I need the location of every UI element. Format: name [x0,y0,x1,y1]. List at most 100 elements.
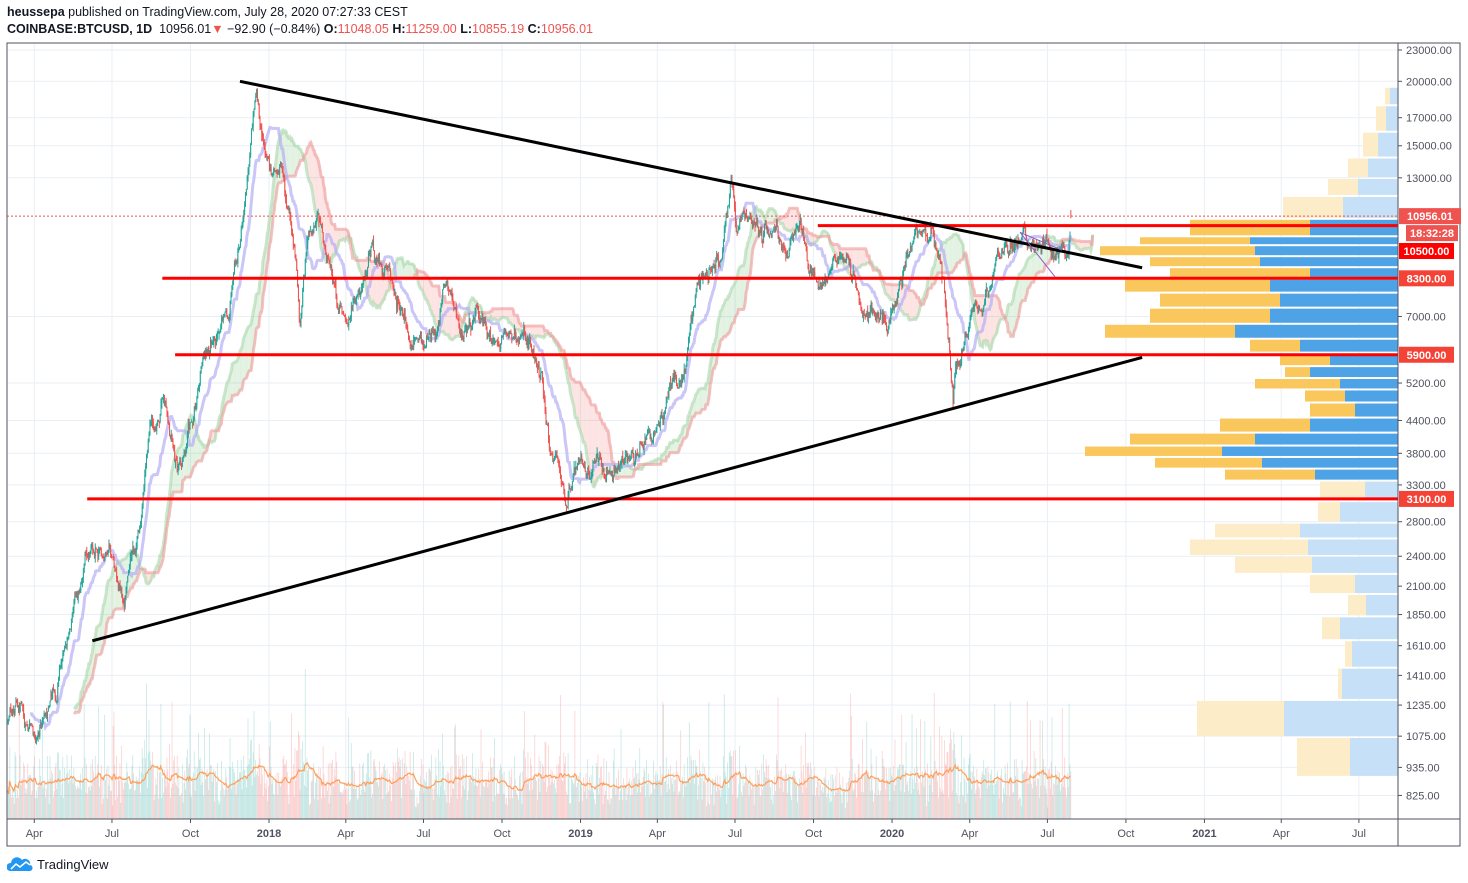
volume-bar [238,778,239,819]
volume-bar [214,801,216,819]
candle [308,230,310,241]
candle [594,458,596,465]
candle [141,503,143,518]
candle [857,290,859,296]
candle [128,569,130,576]
volume-bar [404,751,406,819]
volume-bar [101,804,103,819]
volume-bar [196,777,198,819]
trend-line-pennant-a[interactable] [1019,232,1056,278]
trend-line-upper[interactable] [239,79,1143,270]
candle [242,215,244,228]
volume-bar [537,778,539,819]
candle [719,260,721,269]
candle [361,283,363,294]
volume-bar [848,777,850,819]
cloud-slice [1020,273,1022,308]
brand-name[interactable]: TradingView [37,856,109,872]
candle [522,331,524,336]
cloud-slice [698,389,700,414]
volume-bar [803,764,804,819]
symbol-name[interactable]: COINBASE:BTCUSD, 1D [7,22,153,36]
candle [367,250,369,268]
cloud-slice [736,278,738,316]
author-name[interactable]: heussepa [7,5,65,19]
cloud-slice [724,302,726,337]
x-tick-label: Jul [728,828,742,840]
cloud-slice [677,440,679,453]
volume-bar [121,745,123,819]
cloud-slice [720,311,722,342]
candle [667,390,669,399]
cloud-slice [243,339,245,381]
volume-bar [182,802,184,819]
cloud-slice [237,360,239,395]
candle [551,453,553,456]
volume-bar [260,783,262,819]
candle [272,172,274,178]
cloud-slice [104,603,106,644]
cloud-slice [248,326,250,373]
cloud-slice [938,250,940,273]
candle [262,133,264,146]
cloud-slice [890,284,892,300]
volume-bar [666,792,668,819]
cloud-slice [204,447,206,453]
volume-bar [94,755,96,819]
candle [131,550,133,561]
candle [547,422,549,444]
candle [70,628,72,631]
candle [431,326,433,334]
cloud-slice [338,229,340,246]
candle [404,308,406,322]
cloud-slice [338,229,341,242]
candle [1001,248,1003,259]
volume-bar [334,776,336,819]
candle [775,218,777,231]
volume-bar [741,796,743,819]
volume-bar [784,779,786,819]
volume-bar [767,778,769,819]
volume-bar [79,779,81,819]
volume-bar [816,780,818,819]
candle [344,313,346,323]
volume-bar [73,767,75,819]
cloud-slice [391,277,393,284]
cloud-slice [723,304,725,337]
volume-bar [663,704,664,819]
cloud-slice [591,404,593,479]
candle [89,550,91,558]
volume-bar [535,777,536,819]
trend-line-pennant-b[interactable] [1019,231,1063,251]
candle [353,296,355,303]
trend-line-lower[interactable] [91,355,1143,643]
cloud-slice [428,277,430,305]
volume-bar [1024,771,1026,819]
candle [349,317,351,321]
cloud-slice [382,261,384,302]
candle [18,702,20,716]
volume-profile-row [1140,237,1398,245]
candle [828,270,830,276]
cloud-slice [273,185,275,216]
volume-bar [849,770,851,819]
down-triangle-icon: ▼ [211,22,224,36]
cloud-slice [979,295,982,345]
volume-bar [402,758,403,819]
cloud-slice [783,216,785,227]
volume-bar [360,794,362,819]
volume-bar [1049,768,1050,819]
candle [938,254,940,260]
volume-profile-row [1283,196,1398,218]
candle [465,322,467,332]
cloud-slice [424,272,426,296]
volume-bar [42,788,44,819]
volume-bar [870,748,872,819]
cloud-slice [473,299,475,313]
volume-bar [306,757,308,819]
cloud-slice [847,248,849,272]
cloud-slice [364,260,366,280]
candle [816,281,818,283]
candle [770,233,772,239]
